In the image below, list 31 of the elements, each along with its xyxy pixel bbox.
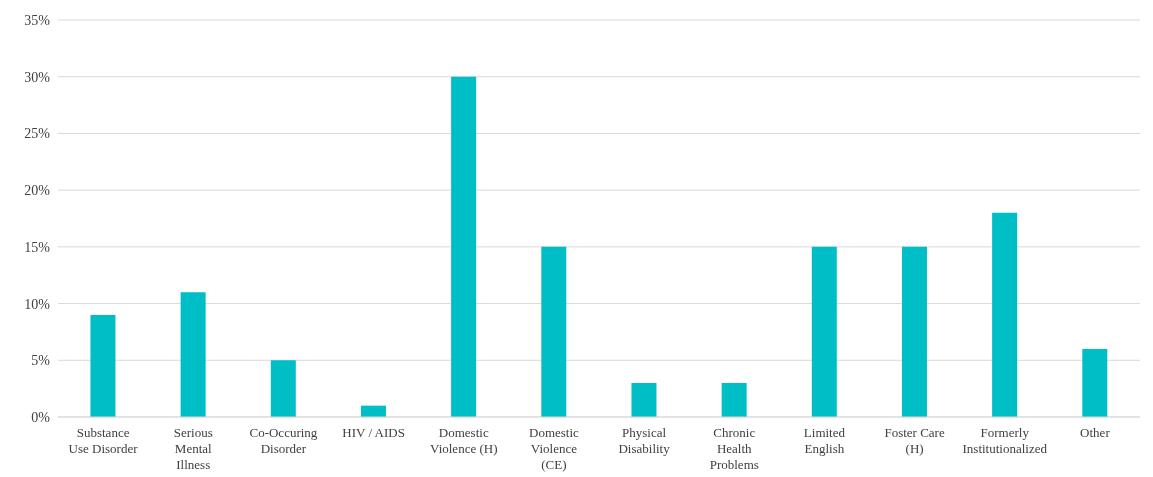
bar bbox=[1082, 348, 1108, 417]
y-tick-label: 25% bbox=[24, 126, 51, 142]
bar bbox=[451, 76, 477, 417]
x-tick-label: Other bbox=[1080, 425, 1111, 440]
y-tick-label: 15% bbox=[24, 239, 51, 255]
bar bbox=[901, 246, 927, 417]
x-tick-label: Formerly Institutionalized bbox=[962, 425, 1048, 456]
y-tick-label: 30% bbox=[24, 69, 51, 85]
bar bbox=[992, 212, 1018, 417]
y-tick-label: 35% bbox=[24, 12, 51, 28]
bar bbox=[631, 382, 657, 417]
bar bbox=[811, 246, 837, 417]
bar bbox=[721, 382, 747, 417]
y-tick-label: 5% bbox=[31, 353, 51, 369]
x-tick-label: Domestic Violence (H) bbox=[430, 425, 498, 456]
y-tick-label: 20% bbox=[24, 183, 51, 199]
x-tick-label: Limited English bbox=[803, 425, 846, 456]
x-tick-label: Co-Occuring Disorder bbox=[249, 425, 318, 456]
x-tick-label: Serious Mental Illness bbox=[173, 425, 213, 472]
x-tick-label: HIV / AIDS bbox=[342, 425, 405, 440]
y-tick-label: 10% bbox=[24, 296, 51, 312]
bar bbox=[180, 292, 206, 417]
x-tick-label: Domestic Violence (CE) bbox=[529, 425, 580, 472]
x-tick-label: Chronic Health Problems bbox=[709, 425, 759, 472]
bar bbox=[90, 314, 116, 417]
x-tick-label: Substance Use Disorder bbox=[68, 425, 139, 456]
bar bbox=[541, 246, 567, 417]
x-tick-label: Physical Disability bbox=[618, 425, 671, 456]
y-tick-label: 0% bbox=[31, 409, 51, 425]
x-tick-label: Foster Care (H) bbox=[884, 425, 945, 456]
bar bbox=[270, 360, 296, 417]
